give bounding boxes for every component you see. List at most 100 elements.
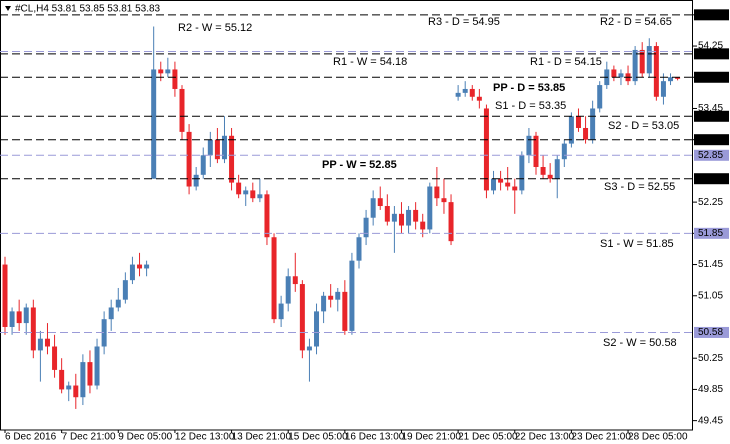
y-tick-label: 51.05 [698, 290, 723, 301]
candle-body [547, 174, 553, 179]
price-box [694, 71, 729, 83]
level-label: S2 - W = 50.58 [603, 337, 677, 349]
candle-body [483, 108, 489, 191]
candle-body [512, 186, 518, 191]
price-box-label: 50.58 [698, 327, 723, 338]
level-label: S3 - D = 52.55 [604, 181, 675, 193]
x-tick-label: 7 Dec 21:00 [62, 432, 116, 443]
price-box [694, 48, 729, 60]
price-box-label: 54.15 [698, 48, 723, 59]
x-tick-label: 23 Dec 21:00 [571, 432, 631, 443]
candle-body [207, 139, 213, 156]
price-box-label: 54.65 [698, 9, 723, 20]
candle-body [540, 167, 546, 175]
candle-body [271, 237, 277, 320]
candle-body [59, 369, 65, 390]
level-label: R2 - W = 55.12 [178, 22, 252, 34]
candle-body [391, 213, 397, 222]
candle-body [306, 346, 312, 351]
candle-body [87, 362, 93, 386]
chart-title: #CL,H4 53.81 53.85 53.81 53.83 [15, 4, 161, 15]
candle-body [314, 311, 320, 347]
candle-body [455, 92, 461, 97]
x-tick-label: 12 Dec 13:00 [175, 432, 235, 443]
level-label: S1 - W = 51.85 [600, 238, 674, 250]
candle-body [186, 131, 192, 187]
level-label: R1 - D = 54.15 [530, 56, 602, 68]
candle-body [2, 264, 8, 327]
candle-body [660, 81, 666, 97]
candle-body [384, 206, 390, 222]
candle-body [37, 338, 43, 351]
candle-body [172, 69, 178, 89]
candle-body [448, 202, 454, 242]
y-tick-label: 52.25 [698, 197, 723, 208]
candle-body [66, 385, 72, 390]
y-tick-label: 49.45 [698, 415, 723, 426]
level-label: S2 - D = 53.05 [608, 120, 679, 132]
candle-body [675, 77, 681, 79]
candle-body [115, 299, 121, 308]
candle-body [370, 198, 376, 218]
level-label: S1 - D = 53.35 [495, 100, 566, 112]
candle-body [243, 190, 249, 195]
candle-body [611, 69, 617, 78]
candle-body [568, 116, 574, 144]
candle-body [554, 159, 560, 179]
candle-body [214, 139, 220, 160]
level-label: PP - D = 53.85 [493, 82, 565, 94]
candle-body [406, 209, 412, 226]
candle-body [597, 85, 603, 109]
candle-body [292, 276, 298, 285]
candle-body [590, 108, 596, 140]
candle-body [462, 88, 468, 93]
candle-body [299, 284, 305, 351]
candle-body [257, 194, 263, 199]
candle-body [52, 346, 58, 370]
price-box [694, 9, 729, 21]
price-box [694, 134, 729, 146]
candle-body [632, 49, 638, 82]
level-label: R3 - D = 54.95 [428, 16, 500, 28]
candle-body [646, 46, 652, 74]
candle-body [278, 303, 284, 320]
price-box-label: 52.55 [698, 173, 723, 184]
plot-area: R3 - D = 54.95 R2 - D = 54.65 R2 - W = 55.… [0, 14, 693, 409]
candle-body [129, 264, 135, 281]
candle-body [44, 338, 50, 347]
menu-icon[interactable] [5, 6, 11, 11]
x-tick-label: 28 Dec 05:00 [628, 432, 688, 443]
x-tick-label: 21 Dec 05:00 [458, 432, 518, 443]
candle-body [639, 49, 645, 74]
candle-body [653, 46, 659, 97]
candle-body [469, 88, 475, 97]
y-tick-label: 53.45 [698, 103, 723, 114]
candle-body [349, 260, 355, 331]
level-label: R2 - D = 54.65 [600, 16, 672, 28]
candle-body [526, 135, 532, 156]
price-box-label: 52.85 [698, 150, 723, 161]
candle-body [342, 291, 348, 331]
price-box-label: 53.05 [698, 134, 723, 145]
candle-body [229, 135, 235, 183]
x-tick-label: 13 Dec 21:00 [232, 432, 292, 443]
candle-body [250, 190, 256, 199]
x-tick-label: 15 Dec 05:00 [288, 432, 348, 443]
x-tick-label: 19 Dec 21:00 [401, 432, 461, 443]
candle-body [505, 182, 511, 187]
candle-body [179, 88, 185, 132]
candle-body [80, 362, 86, 398]
price-box-label: 53.35 [698, 111, 723, 122]
candle-body [108, 307, 114, 320]
price-box [694, 173, 729, 185]
x-tick-label: 9 Dec 05:00 [118, 432, 172, 443]
candle-body [434, 186, 440, 199]
candle-body [583, 127, 589, 140]
candle-body [236, 182, 242, 195]
candle-body [23, 307, 29, 324]
candle-body [427, 186, 433, 230]
candle-body [16, 311, 22, 324]
y-tick-label: 49.85 [698, 384, 723, 395]
candle-body [193, 174, 199, 187]
